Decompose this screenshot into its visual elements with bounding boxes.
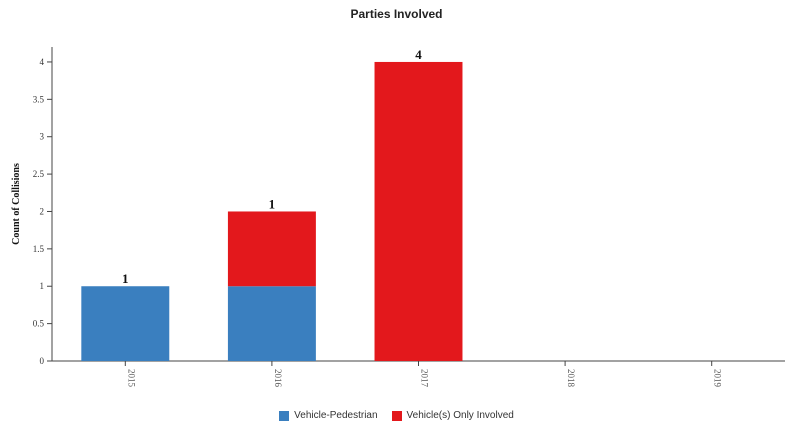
bar-vehicle-pedestrian (227, 286, 316, 361)
data-label: 1 (122, 271, 129, 286)
y-tick-label: 0 (40, 356, 45, 366)
y-tick-label: 2 (40, 206, 45, 216)
legend-item[interactable]: Vehicle(s) Only Involved (391, 410, 514, 421)
y-tick-label: 1 (40, 281, 45, 291)
y-tick-label: 4 (40, 57, 45, 67)
legend-swatch (391, 410, 402, 421)
chart-legend: Vehicle-Pedestrian Vehicle(s) Only Involv… (0, 410, 793, 421)
legend-item[interactable]: Vehicle-Pedestrian (279, 410, 378, 421)
legend-label: Vehicle-Pedestrian (294, 410, 378, 421)
y-axis-label: Count of Collisions (11, 163, 22, 245)
chart-title: Parties Involved (350, 7, 443, 21)
x-tick-label: 2016 (273, 369, 283, 388)
x-tick-label: 2015 (126, 369, 136, 388)
y-tick-label: 3.5 (33, 94, 45, 104)
bar-vehicles-only (227, 211, 316, 287)
data-label: 1 (269, 196, 276, 211)
legend-swatch (279, 410, 290, 421)
y-tick-label: 0.5 (33, 319, 45, 329)
y-tick-label: 1.5 (33, 244, 45, 254)
x-tick-label: 2017 (420, 369, 430, 388)
legend-label: Vehicle(s) Only Involved (406, 410, 514, 421)
x-tick-label: 2019 (713, 369, 723, 388)
bar-vehicles-only (374, 61, 463, 361)
bar-vehicle-pedestrian (81, 286, 170, 361)
y-tick-label: 2.5 (33, 169, 45, 179)
y-tick-label: 3 (40, 132, 45, 142)
x-tick-label: 2018 (566, 369, 576, 388)
data-label: 4 (415, 47, 422, 62)
